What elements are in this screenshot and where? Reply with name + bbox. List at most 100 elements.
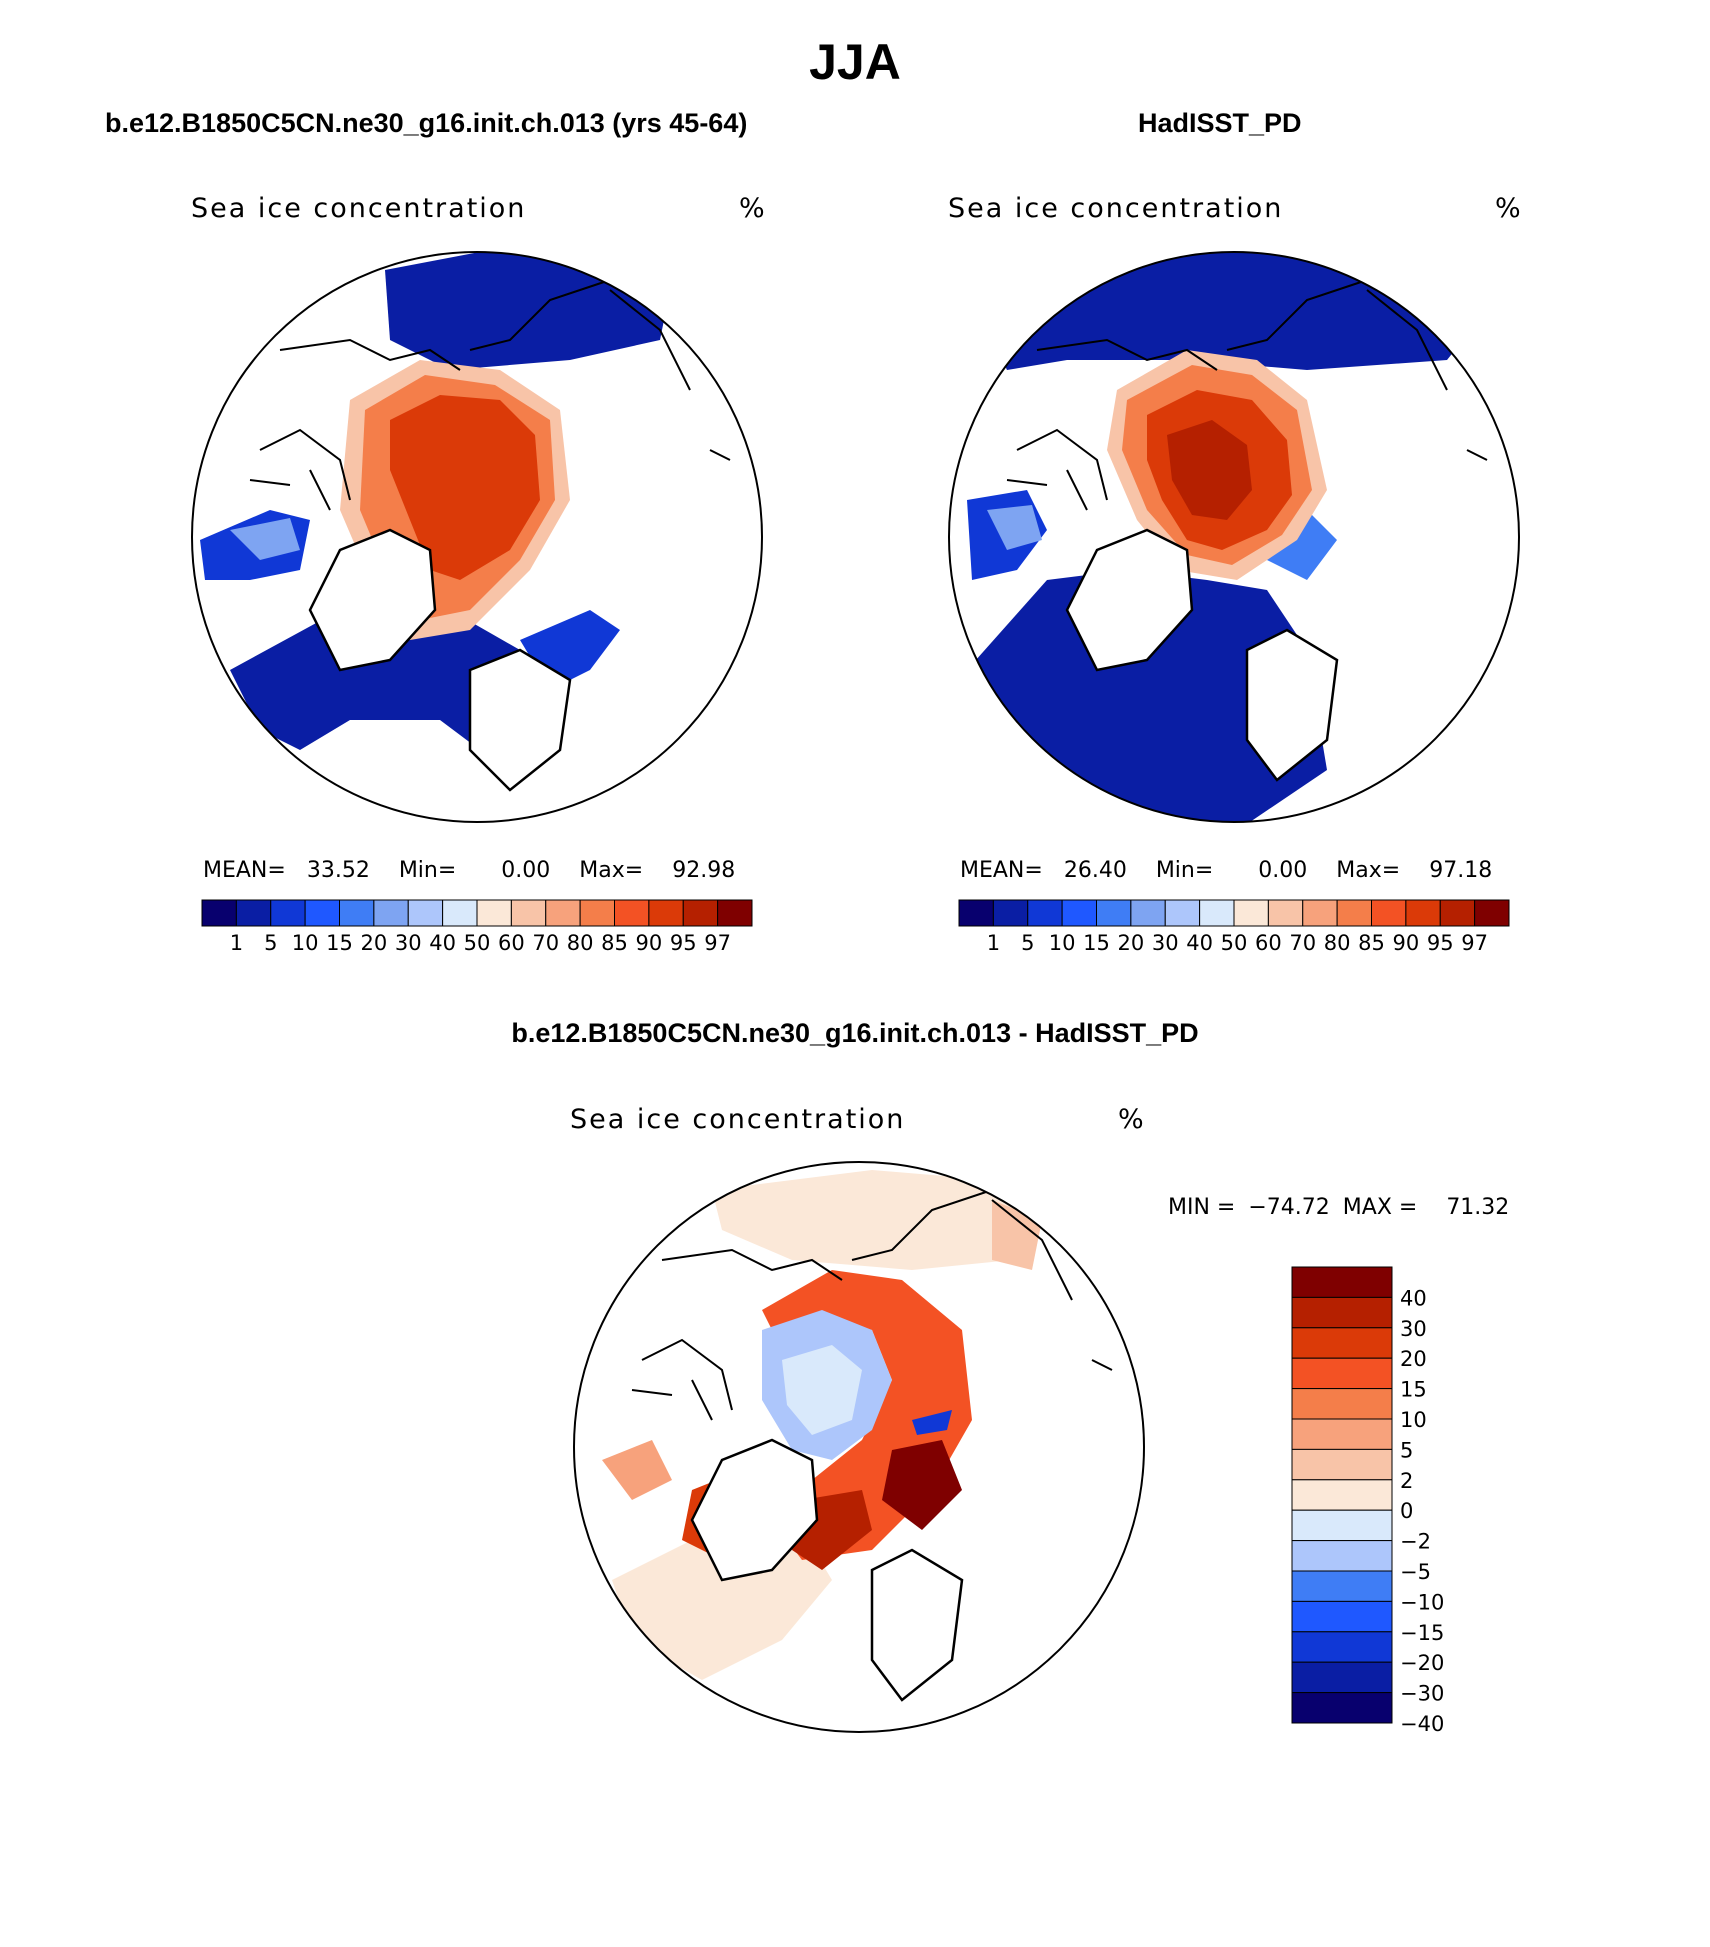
colorbar-1-swatch xyxy=(476,899,512,927)
greenland-landmass xyxy=(308,528,437,672)
colorbar-1-tick-label: 1 xyxy=(230,931,243,955)
panel-3-title: b.e12.B1850C5CN.ne30_g16.init.ch.013 - H… xyxy=(511,1018,1199,1048)
colorbar-difference-tick-label: −2 xyxy=(1400,1530,1431,1554)
colorbar-1-swatch xyxy=(510,899,547,927)
colorbar-difference-swatch xyxy=(1291,1661,1393,1694)
colorbar-1-swatch xyxy=(304,899,340,927)
colorbar-difference-tick-label: 20 xyxy=(1400,1347,1427,1371)
colorbar-2-tick-label: 40 xyxy=(1186,931,1213,955)
colorbar-1-swatch xyxy=(373,899,409,927)
map-panel-2 xyxy=(948,251,1520,823)
panel-2-title: HadISST_PD xyxy=(1138,108,1302,138)
colorbar-2-tick-label: 5 xyxy=(1021,931,1034,955)
panel-3-units-label: % xyxy=(1118,1104,1146,1135)
siberia-coastline xyxy=(279,279,611,371)
panel-2-variable-label: Sea ice concentration xyxy=(948,193,1284,224)
colorbar-1-swatch xyxy=(339,899,375,927)
colorbar-2-swatch xyxy=(1027,899,1063,927)
colorbar-2-swatch xyxy=(1199,899,1235,927)
colorbar-2-tick-label: 85 xyxy=(1358,931,1385,955)
colorbar-panel-2: 1 5 10 15 20 30 40 50 60 70 80 85 90 95 97 xyxy=(958,899,1510,955)
colorbar-1-tick-label: 85 xyxy=(601,931,628,955)
colorbar-1-tick-label: 50 xyxy=(464,931,491,955)
colorbar-2-tick-label: 70 xyxy=(1289,931,1316,955)
mean-value: 33.52 xyxy=(306,858,370,883)
colorbar-2-swatch xyxy=(1439,899,1476,927)
scandinavia-landmass xyxy=(870,1548,964,1702)
colorbar-difference-swatch xyxy=(1291,1266,1393,1298)
colorbar-difference-tick-label: 2 xyxy=(1400,1469,1413,1493)
colorbar-difference-tick-label: 5 xyxy=(1400,1438,1413,1462)
colorbar-1-swatch xyxy=(235,899,272,927)
colorbar-1-tick-label: 40 xyxy=(429,931,456,955)
colorbar-2-swatch xyxy=(1302,899,1338,927)
mean-value: 26.40 xyxy=(1063,858,1127,883)
max-value: 71.32 xyxy=(1446,1195,1510,1220)
colorbar-1-swatch xyxy=(545,899,581,927)
colorbar-1-swatch xyxy=(407,899,444,927)
mean-label: MEAN= xyxy=(960,858,1043,883)
panel-1-variable-label: Sea ice concentration xyxy=(191,193,527,224)
colorbar-1-swatch xyxy=(270,899,306,927)
colorbar-1-swatch xyxy=(682,899,719,927)
colorbar-1-tick-label: 60 xyxy=(498,931,525,955)
colorbar-difference-tick-label: 30 xyxy=(1400,1317,1427,1341)
colorbar-2-tick-label: 95 xyxy=(1427,931,1454,955)
alaska-coastline xyxy=(1366,289,1488,461)
colorbar-2-tick-label: 15 xyxy=(1083,931,1110,955)
max-value: 92.98 xyxy=(672,858,736,883)
colorbar-difference-tick-label: 0 xyxy=(1400,1499,1413,1523)
min-value: −74.72 xyxy=(1248,1195,1330,1220)
colorbar-1-swatch xyxy=(442,899,478,927)
colorbar-difference-swatch xyxy=(1291,1509,1393,1542)
colorbar-1-tick-label: 10 xyxy=(292,931,319,955)
colorbar-difference-tick-label: −30 xyxy=(1400,1682,1444,1706)
max-label: MAX = xyxy=(1342,1195,1418,1220)
colorbar-difference-tick-label: −10 xyxy=(1400,1590,1444,1614)
colorbar-2-tick-label: 80 xyxy=(1324,931,1351,955)
colorbar-panel-1: 1 5 10 15 20 30 40 50 60 70 80 85 90 95 97 xyxy=(201,899,753,955)
colorbar-difference-swatch xyxy=(1291,1357,1393,1390)
canadian-archipelago xyxy=(249,428,351,511)
min-value: 0.00 xyxy=(501,858,551,883)
colorbar-2-swatch xyxy=(1371,899,1407,927)
colorbar-1-swatch xyxy=(579,899,615,927)
colorbar-difference-swatch xyxy=(1291,1600,1393,1633)
colorbar-1-tick-label: 15 xyxy=(326,931,353,955)
scandinavia-landmass xyxy=(468,648,572,792)
colorbar-2-tick-label: 1 xyxy=(987,931,1000,955)
colorbar-2-swatch xyxy=(1405,899,1441,927)
colorbar-2-tick-label: 10 xyxy=(1049,931,1076,955)
colorbar-2-tick-label: 90 xyxy=(1393,931,1420,955)
map-panel-1 xyxy=(191,251,763,823)
colorbar-1-tick-label: 90 xyxy=(636,931,663,955)
colorbar-difference-tick-label: 40 xyxy=(1400,1286,1427,1310)
colorbar-2-swatch xyxy=(992,899,1029,927)
colorbar-2-swatch xyxy=(1474,899,1510,927)
colorbar-2-swatch xyxy=(1164,899,1201,927)
colorbar-2-swatch xyxy=(1096,899,1132,927)
max-label: Max= xyxy=(579,858,644,883)
colorbar-1-tick-label: 30 xyxy=(395,931,422,955)
colorbar-2-tick-label: 60 xyxy=(1255,931,1282,955)
panel-1-title: b.e12.B1850C5CN.ne30_g16.init.ch.013 (yr… xyxy=(105,108,748,138)
colorbar-1-tick-label: 80 xyxy=(567,931,594,955)
colorbar-difference-swatch xyxy=(1291,1540,1393,1572)
panel-2-units-label: % xyxy=(1495,193,1523,224)
colorbar-1-tick-label: 70 xyxy=(532,931,559,955)
colorbar-difference-swatch xyxy=(1291,1479,1393,1511)
colorbar-2-tick-label: 20 xyxy=(1118,931,1145,955)
mean-label: MEAN= xyxy=(203,858,286,883)
colorbar-difference-tick-label: −5 xyxy=(1400,1560,1431,1584)
max-label: Max= xyxy=(1336,858,1401,883)
colorbar-difference-swatch xyxy=(1291,1448,1393,1481)
colorbar-difference-swatch xyxy=(1291,1692,1393,1724)
colorbar-difference-tick-label: −20 xyxy=(1400,1651,1444,1675)
colorbar-1-tick-label: 20 xyxy=(361,931,388,955)
greenland-landmass xyxy=(690,1438,819,1582)
colorbar-difference-swatch xyxy=(1291,1631,1393,1663)
colorbar-1-swatch xyxy=(201,899,237,927)
panel-3-variable-label: Sea ice concentration xyxy=(570,1104,906,1135)
colorbar-2-swatch xyxy=(1336,899,1372,927)
